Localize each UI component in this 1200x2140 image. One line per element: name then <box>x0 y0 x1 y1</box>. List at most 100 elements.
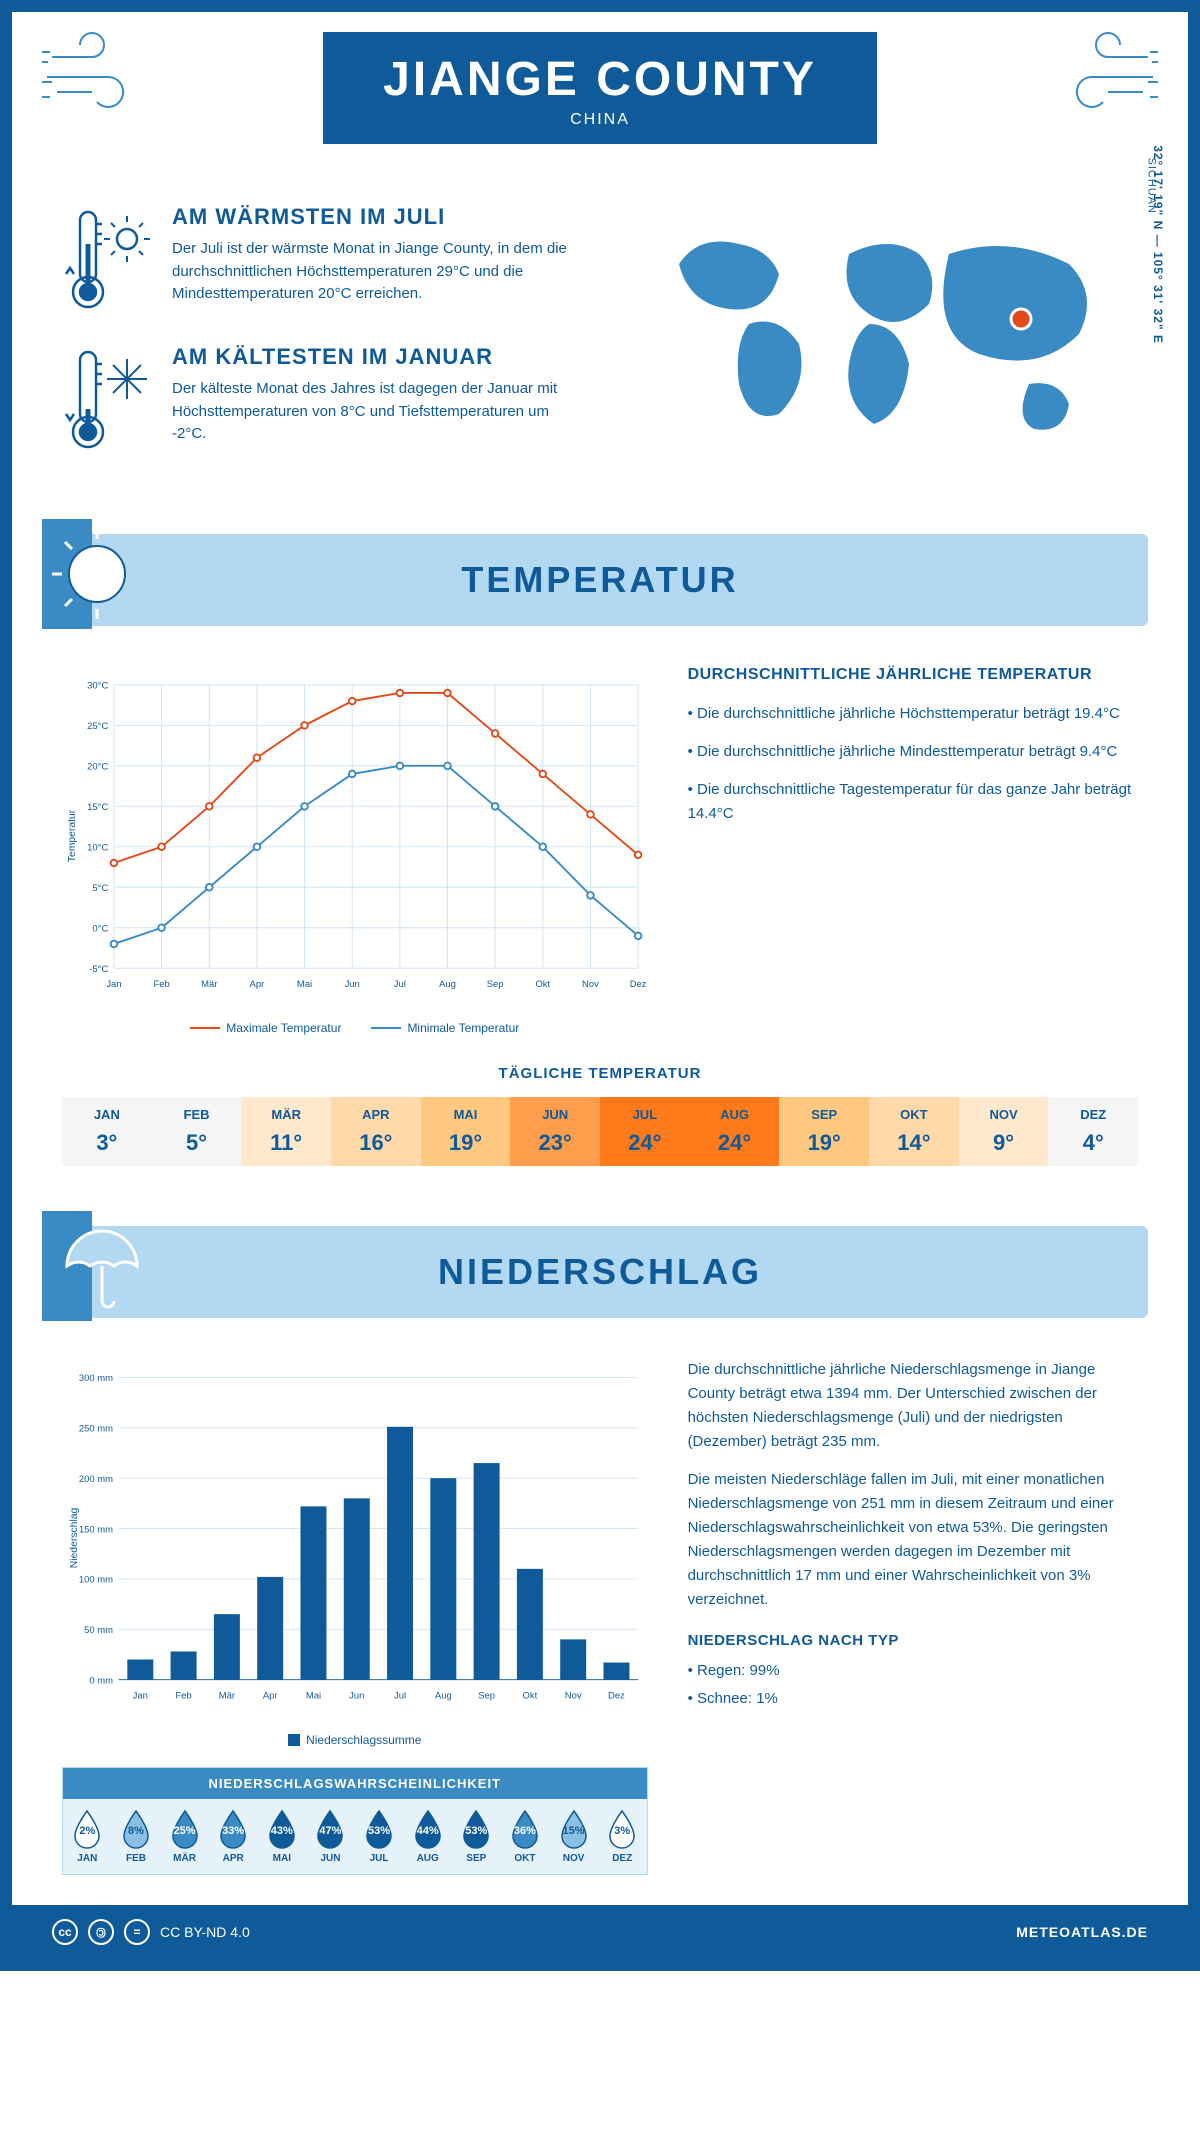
daily-temp-cell: MAI19° <box>421 1097 511 1166</box>
nd-icon: = <box>124 1919 150 1945</box>
svg-text:Nov: Nov <box>565 1691 582 1702</box>
legend-max: Maximale Temperatur <box>226 1021 341 1035</box>
svg-text:0°C: 0°C <box>92 924 108 935</box>
svg-text:Jul: Jul <box>394 979 406 990</box>
svg-text:Niederschlag: Niederschlag <box>69 1507 80 1568</box>
svg-text:Jan: Jan <box>133 1691 148 1702</box>
temp-bullet: • Die durchschnittliche jährliche Höchst… <box>688 702 1138 726</box>
precip-type-line: • Schnee: 1% <box>688 1687 1138 1711</box>
svg-text:25°C: 25°C <box>87 721 108 732</box>
svg-text:Feb: Feb <box>153 979 169 990</box>
umbrella-icon <box>42 1211 152 1326</box>
prob-cell: 2%JAN <box>63 1809 112 1864</box>
temp-summary-title: DURCHSCHNITTLICHE JÄHRLICHE TEMPERATUR <box>688 666 1138 684</box>
daily-temp-cell: AUG24° <box>690 1097 780 1166</box>
daily-temp-cell: DEZ4° <box>1048 1097 1138 1166</box>
svg-text:Aug: Aug <box>439 979 456 990</box>
intro-section: AM WÄRMSTEN IM JULI Der Juli ist der wär… <box>12 174 1188 514</box>
svg-text:50 mm: 50 mm <box>84 1625 113 1636</box>
svg-text:Mär: Mär <box>219 1691 235 1702</box>
svg-text:20°C: 20°C <box>87 762 108 773</box>
thermometer-hot-icon <box>62 204 152 314</box>
warmest-title: AM WÄRMSTEN IM JULI <box>172 204 580 230</box>
precip-type-line: • Regen: 99% <box>688 1659 1138 1683</box>
temperature-chart: -5°C0°C5°C10°C15°C20°C25°C30°CJanFebMärA… <box>62 666 648 1035</box>
prob-cell: 47%JUN <box>306 1809 355 1864</box>
svg-text:100 mm: 100 mm <box>79 1575 113 1586</box>
footer: cc 🄯 = CC BY-ND 4.0 METEOATLAS.DE <box>12 1905 1188 1959</box>
svg-text:Jun: Jun <box>349 1691 364 1702</box>
daily-temp-cell: JUN23° <box>510 1097 600 1166</box>
svg-text:-5°C: -5°C <box>89 964 108 975</box>
svg-text:300 mm: 300 mm <box>79 1373 113 1384</box>
title-banner: JIANGE COUNTY CHINA <box>323 32 877 144</box>
precip-text: Die meisten Niederschläge fallen im Juli… <box>688 1468 1138 1612</box>
thermometer-cold-icon <box>62 344 152 454</box>
svg-text:Jul: Jul <box>394 1691 406 1702</box>
prob-cell: 25%MÄR <box>160 1809 209 1864</box>
location-marker <box>1011 309 1031 329</box>
svg-text:Mai: Mai <box>297 979 312 990</box>
page-subtitle: CHINA <box>383 111 817 129</box>
daily-temp-cell: OKT14° <box>869 1097 959 1166</box>
prob-cell: 53%JUL <box>355 1809 404 1864</box>
svg-text:Mai: Mai <box>306 1691 321 1702</box>
prob-cell: 36%OKT <box>501 1809 550 1864</box>
warmest-block: AM WÄRMSTEN IM JULI Der Juli ist der wär… <box>62 204 580 314</box>
svg-text:Nov: Nov <box>582 979 599 990</box>
site-label: METEOATLAS.DE <box>1016 1924 1148 1940</box>
daily-temp-cell: APR16° <box>331 1097 421 1166</box>
precip-text: Die durchschnittliche jährliche Niedersc… <box>688 1358 1138 1454</box>
daily-temp-cell: SEP19° <box>779 1097 869 1166</box>
svg-text:Aug: Aug <box>435 1691 452 1702</box>
prob-cell: 8%FEB <box>112 1809 161 1864</box>
precipitation-title: NIEDERSCHLAG <box>52 1251 1148 1293</box>
coldest-title: AM KÄLTESTEN IM JANUAR <box>172 344 580 370</box>
wind-icon <box>1038 32 1158 127</box>
temp-bullet: • Die durchschnittliche jährliche Mindes… <box>688 740 1138 764</box>
temperature-title: TEMPERATUR <box>52 559 1148 601</box>
legend-min: Minimale Temperatur <box>407 1021 519 1035</box>
prob-title: NIEDERSCHLAGSWAHRSCHEINLICHKEIT <box>63 1768 647 1799</box>
svg-text:150 mm: 150 mm <box>79 1524 113 1535</box>
wind-icon <box>42 32 162 127</box>
temperature-banner: TEMPERATUR <box>52 534 1148 626</box>
cc-icon: cc <box>52 1919 78 1945</box>
license-label: CC BY-ND 4.0 <box>160 1924 250 1940</box>
svg-text:Sep: Sep <box>487 979 504 990</box>
svg-text:Apr: Apr <box>263 1691 278 1702</box>
prob-cell: 44%AUG <box>403 1809 452 1864</box>
svg-text:0 mm: 0 mm <box>89 1675 113 1686</box>
prob-cell: 15%NOV <box>549 1809 598 1864</box>
prob-cell: 33%APR <box>209 1809 258 1864</box>
temperature-legend: Maximale Temperatur Minimale Temperatur <box>62 1021 648 1035</box>
svg-text:Temperatur: Temperatur <box>67 809 78 862</box>
svg-text:Dez: Dez <box>608 1691 625 1702</box>
svg-text:10°C: 10°C <box>87 843 108 854</box>
page-frame: JIANGE COUNTY CHINA <box>0 0 1200 1971</box>
svg-text:Apr: Apr <box>250 979 265 990</box>
svg-text:Okt: Okt <box>523 1691 538 1702</box>
prob-cell: 53%SEP <box>452 1809 501 1864</box>
svg-text:Jan: Jan <box>106 979 121 990</box>
sun-icon <box>42 519 152 634</box>
precip-type-title: NIEDERSCHLAG NACH TYP <box>688 1632 1138 1649</box>
daily-temp-cell: JUL24° <box>600 1097 690 1166</box>
temperature-summary: DURCHSCHNITTLICHE JÄHRLICHE TEMPERATUR •… <box>688 666 1138 1035</box>
daily-temp-title: TÄGLICHE TEMPERATUR <box>62 1065 1138 1082</box>
svg-text:Dez: Dez <box>630 979 647 990</box>
svg-text:Feb: Feb <box>175 1691 191 1702</box>
page-title: JIANGE COUNTY <box>383 52 817 107</box>
legend-precip: Niederschlagssumme <box>306 1733 421 1747</box>
temp-bullet: • Die durchschnittliche Tagestemperatur … <box>688 778 1138 826</box>
precipitation-probability: NIEDERSCHLAGSWAHRSCHEINLICHKEIT 2%JAN8%F… <box>62 1767 648 1875</box>
prob-cell: 43%MAI <box>258 1809 307 1864</box>
svg-text:Sep: Sep <box>478 1691 495 1702</box>
svg-text:30°C: 30°C <box>87 681 108 692</box>
daily-temp-cell: JAN3° <box>62 1097 152 1166</box>
svg-text:200 mm: 200 mm <box>79 1474 113 1485</box>
world-map: SICHUAN 32° 17' 19" N — 105° 31' 32" E <box>620 204 1138 484</box>
warmest-text: Der Juli ist der wärmste Monat in Jiange… <box>172 238 580 306</box>
precipitation-summary: Die durchschnittliche jährliche Niedersc… <box>688 1358 1138 1875</box>
svg-text:5°C: 5°C <box>92 883 108 894</box>
